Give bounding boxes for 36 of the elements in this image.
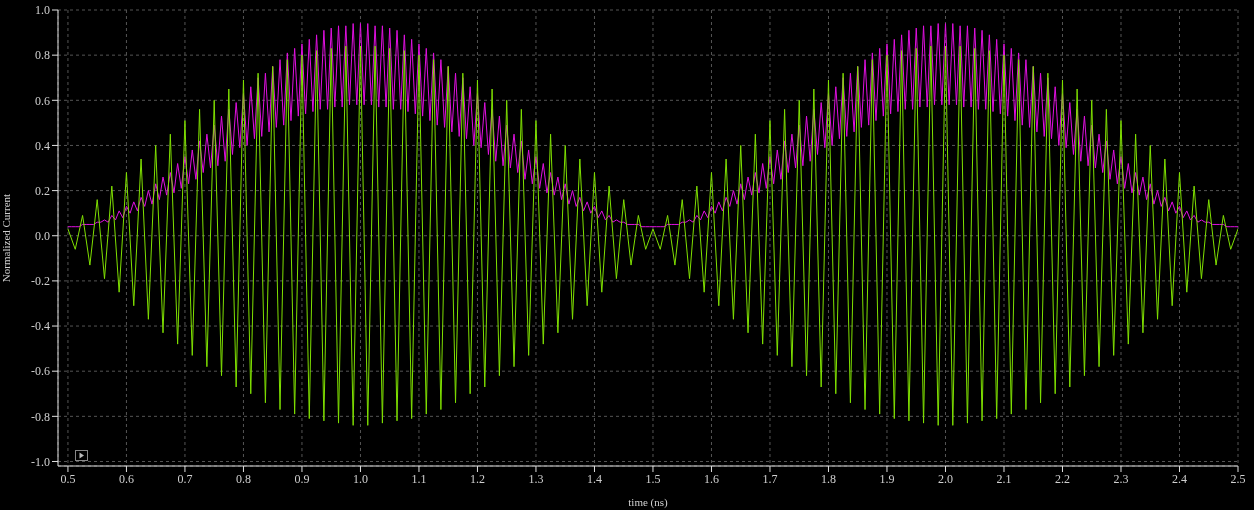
x-tick-label: 1.4	[586, 471, 602, 486]
line-series	[67, 45, 1238, 426]
y-tick-label: -1.0	[31, 454, 50, 469]
x-tick-label: 1.3	[528, 471, 544, 486]
x-tick-label: 0.7	[177, 471, 193, 486]
x-tick-label: 2.2	[1054, 471, 1070, 486]
x-tick-label: 1.9	[879, 471, 895, 486]
x-tick-label: 2.0	[937, 471, 953, 486]
x-tick-label: 2.5	[1230, 471, 1246, 486]
x-tick-label: 1.5	[645, 471, 661, 486]
x-tick-label: 2.1	[996, 471, 1012, 486]
y-tick-label: -0.8	[31, 409, 50, 424]
x-tick-label: 0.9	[294, 471, 310, 486]
x-tick-label: 0.8	[235, 471, 251, 486]
x-tick-label: 1.7	[762, 471, 778, 486]
x-tick-label: 2.4	[1172, 471, 1187, 486]
x-tick-label: 2.3	[1113, 471, 1129, 486]
x-tick-label: 0.5	[60, 471, 76, 486]
y-tick-label: -0.6	[31, 364, 50, 379]
x-tick-label: 1.2	[469, 471, 485, 486]
x-tick-label: 1.1	[411, 471, 427, 486]
x-axis-title: time (ns)	[628, 496, 669, 509]
x-tick-label: 1.0	[352, 471, 368, 486]
y-tick-label: 1.0	[35, 3, 50, 18]
x-tick-label: 1.8	[820, 471, 836, 486]
x-tick-label: 0.6	[118, 471, 134, 486]
y-tick-label: 0.4	[35, 138, 50, 153]
line-series	[67, 23, 1238, 228]
y-tick-label: 0.6	[35, 93, 50, 108]
y-tick-label: -0.4	[31, 319, 50, 334]
y-tick-label: 0.0	[35, 229, 50, 243]
y-tick-label: 0.2	[35, 183, 50, 198]
y-tick-label: -0.2	[31, 274, 50, 289]
x-tick-label: 1.6	[703, 471, 719, 486]
y-tick-label: 0.8	[35, 48, 50, 63]
y-axis-title: Normalized Current	[0, 193, 12, 283]
